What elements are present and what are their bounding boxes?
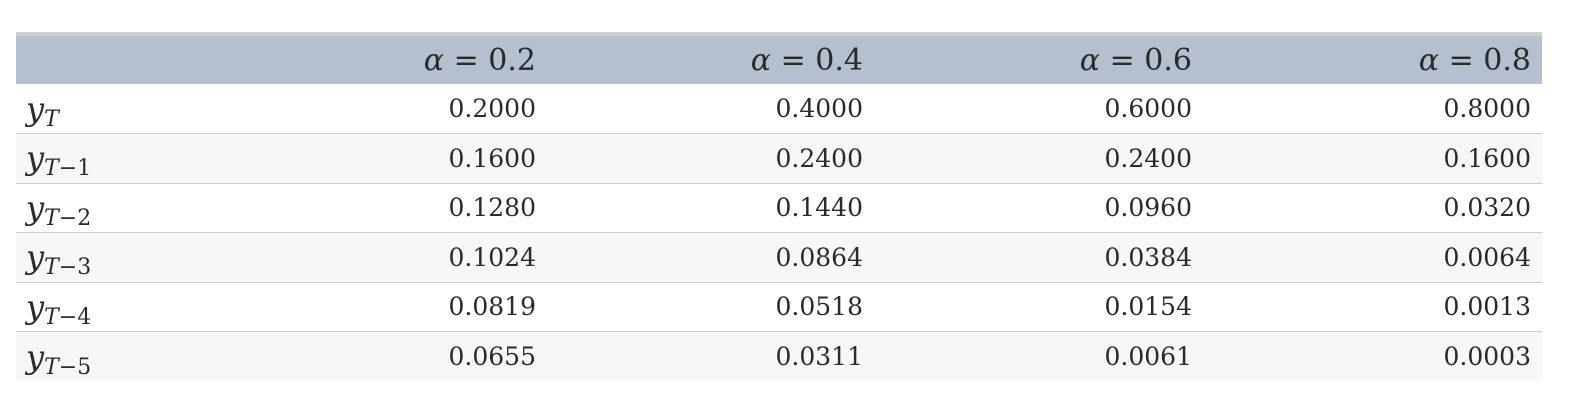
table-cell: 0.0320 [1203, 183, 1542, 233]
table-row: yT 0.2000 0.4000 0.6000 0.8000 [16, 84, 1542, 134]
table-cell: 0.1600 [1203, 133, 1542, 184]
table-cell: 0.0064 [1203, 232, 1542, 283]
alpha-value: 0.6 [1144, 42, 1192, 78]
equals-sign: = [1448, 42, 1474, 78]
table-cell: 0.2400 [874, 133, 1203, 184]
subscript-var: T [44, 304, 59, 330]
subscript-offset: −3 [58, 255, 92, 281]
table-cell: 0.0013 [1203, 282, 1542, 332]
subscript-var: T [44, 106, 59, 132]
header-stub-cell [16, 34, 136, 84]
alpha-symbol: α [423, 42, 445, 78]
subscript-offset: −4 [58, 304, 92, 330]
equals-sign: = [453, 42, 479, 78]
alpha-symbol: α [750, 42, 772, 78]
subscript-var: T [44, 156, 59, 182]
table-cell: 0.0960 [874, 183, 1203, 233]
equals-sign: = [780, 42, 806, 78]
table-row: yT−1 0.1600 0.2400 0.2400 0.1600 [16, 133, 1542, 184]
table-cell: 0.4000 [547, 84, 874, 134]
subscript-var: T [44, 354, 59, 380]
header-alpha-0-4: α = 0.4 [547, 34, 874, 84]
equals-sign: = [1109, 42, 1135, 78]
table-cell: 0.2400 [547, 133, 874, 184]
table-cell: 0.0518 [547, 282, 874, 332]
row-subscript: T−3 [44, 255, 91, 280]
row-label: yT−2 [16, 183, 136, 233]
table-cell: 0.8000 [1203, 84, 1542, 134]
table-row: yT−4 0.0819 0.0518 0.0154 0.0013 [16, 282, 1542, 332]
table-body: yT 0.2000 0.4000 0.6000 0.8000 yT−1 0.16… [16, 84, 1542, 381]
alpha-symbol: α [1079, 42, 1101, 78]
weights-table-container: α = 0.2 α = 0.4 α = 0.6 α = 0.8 yT 0.200… [16, 32, 1542, 381]
header-alpha-0-8: α = 0.8 [1203, 34, 1542, 84]
table-row: yT−3 0.1024 0.0864 0.0384 0.0064 [16, 232, 1542, 283]
table-cell: 0.0384 [874, 232, 1203, 283]
row-subscript: T−5 [44, 355, 91, 380]
table-cell: 0.0003 [1443, 342, 1531, 371]
table-cell: 0.1024 [136, 232, 547, 283]
subscript-offset: −2 [58, 205, 92, 231]
row-label: yT−3 [16, 232, 136, 283]
var-y: y [26, 287, 45, 326]
table-cell: 0.0154 [874, 282, 1203, 332]
table-header: α = 0.2 α = 0.4 α = 0.6 α = 0.8 [16, 34, 1542, 84]
table-cell: 0.1440 [547, 183, 874, 233]
row-subscript: T−4 [44, 305, 91, 330]
subscript-var: T [44, 205, 59, 231]
table-cell: 0.0864 [547, 232, 874, 283]
header-alpha-0-6: α = 0.6 [874, 34, 1203, 84]
row-label: yT [16, 84, 136, 134]
table-row: yT−5 0.0655 0.0311 0.0061 0.0003 [16, 331, 1542, 382]
row-label: yT−1 [16, 133, 136, 184]
var-y: y [26, 89, 45, 128]
table-row: yT−2 0.1280 0.1440 0.0960 0.0320 [16, 183, 1542, 233]
alpha-value: 0.2 [488, 42, 536, 78]
subscript-var: T [44, 255, 59, 281]
header-alpha-0-2: α = 0.2 [136, 34, 547, 84]
row-subscript: T−2 [44, 206, 91, 231]
table-cell: 0.0311 [775, 342, 863, 371]
table-cell: 0.6000 [874, 84, 1203, 134]
row-subscript: T [44, 107, 59, 132]
var-y: y [26, 337, 45, 376]
header-row: α = 0.2 α = 0.4 α = 0.6 α = 0.8 [16, 34, 1542, 84]
row-label: yT−5 [16, 332, 136, 382]
table-cell: 0.1600 [136, 133, 547, 184]
table-cell: 0.1280 [136, 183, 547, 233]
weights-table: α = 0.2 α = 0.4 α = 0.6 α = 0.8 yT 0.200… [16, 32, 1542, 381]
row-label: yT−4 [16, 282, 136, 332]
alpha-value: 0.8 [1483, 42, 1531, 78]
table-cell: 0.0819 [136, 282, 547, 332]
table-cell: 0.0061 [1104, 342, 1192, 371]
var-y: y [26, 188, 45, 227]
table-cell: 0.0655 [448, 342, 536, 371]
var-y: y [26, 238, 45, 277]
alpha-value: 0.4 [815, 42, 863, 78]
table-cell: 0.2000 [136, 84, 547, 134]
subscript-offset: −1 [58, 156, 92, 182]
subscript-offset: −5 [58, 354, 92, 380]
row-subscript: T−1 [44, 156, 91, 181]
var-y: y [26, 139, 45, 178]
alpha-symbol: α [1418, 42, 1440, 78]
